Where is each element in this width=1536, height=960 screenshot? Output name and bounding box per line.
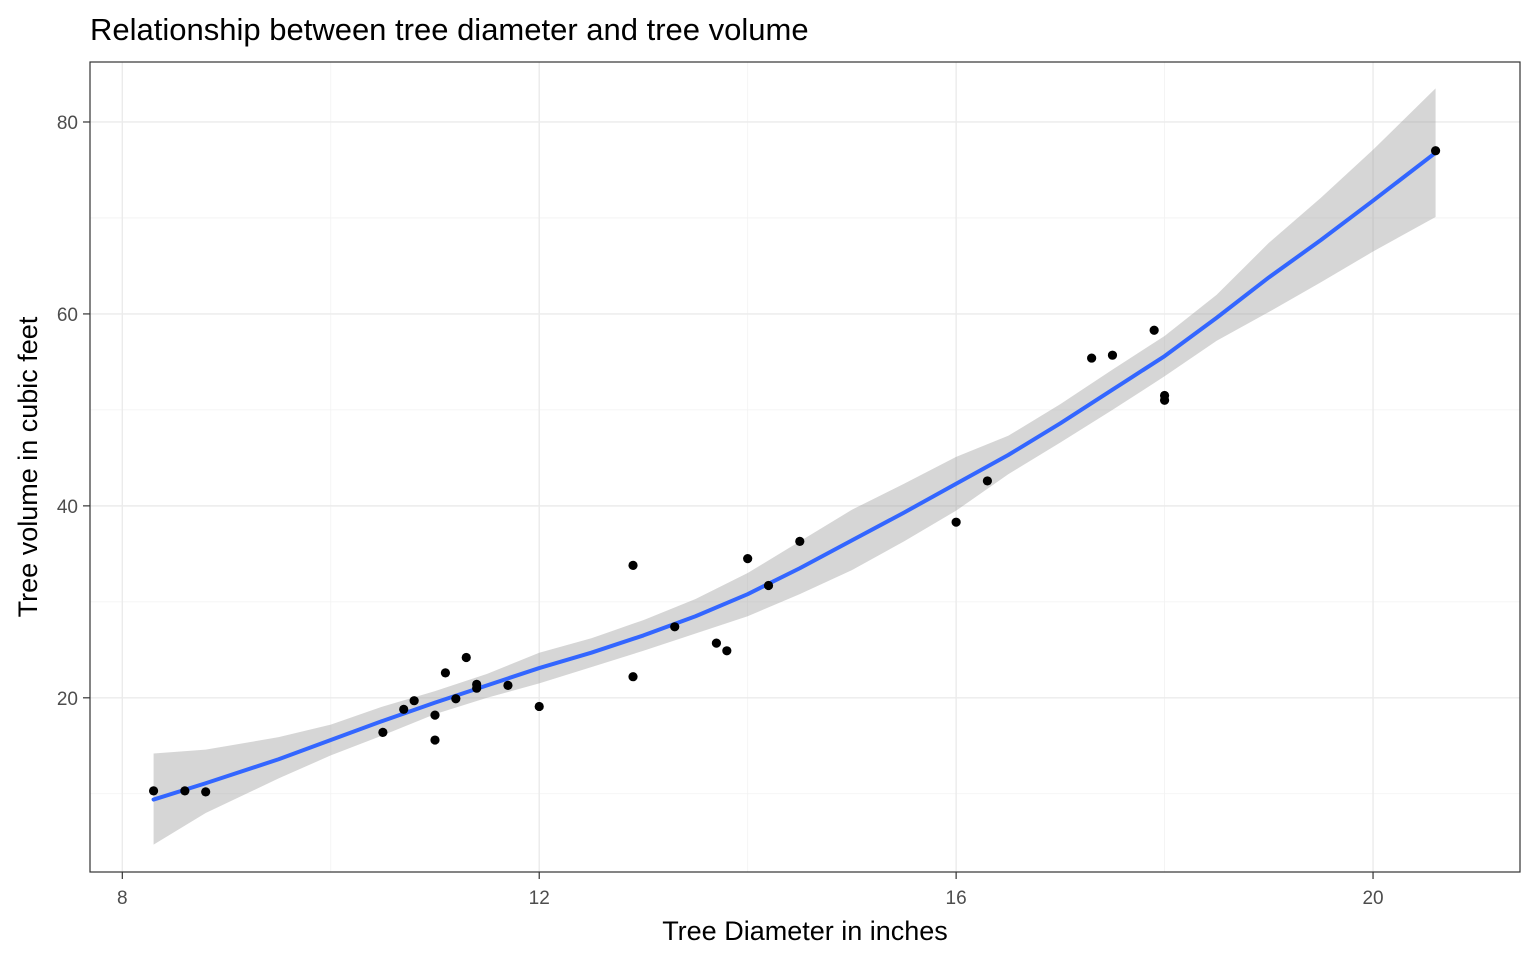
confidence-band-layer (153, 88, 1436, 845)
data-points (148, 146, 1441, 797)
data-point (711, 638, 722, 648)
y-axis-title: Tree volume in cubic feet (13, 316, 43, 617)
data-point (1149, 325, 1159, 335)
data-point (743, 554, 753, 564)
data-point (451, 694, 461, 704)
data-point (378, 727, 388, 737)
data-point (409, 696, 419, 706)
data-point (440, 668, 451, 678)
x-tick-label: 20 (1362, 888, 1383, 909)
x-axis: 8 12 16 20 (117, 872, 1384, 909)
y-axis: 20 40 60 80 (57, 113, 90, 710)
data-point (670, 622, 680, 632)
data-point (534, 701, 544, 712)
data-point (628, 560, 638, 570)
x-tick-label: 8 (117, 888, 128, 909)
y-tick-label: 80 (57, 113, 78, 134)
x-tick-label: 12 (529, 888, 550, 909)
data-point (430, 710, 440, 720)
data-point (399, 704, 409, 714)
data-point (180, 786, 190, 796)
smooth-line-layer (151, 150, 1438, 802)
data-point (148, 786, 159, 796)
data-point (1430, 146, 1441, 156)
grid-lines (90, 62, 1520, 872)
data-point (1087, 353, 1097, 363)
data-point (430, 735, 440, 745)
data-point (1107, 350, 1118, 360)
y-tick-label: 40 (57, 497, 78, 518)
y-tick-label: 60 (57, 305, 78, 326)
data-point (628, 672, 638, 682)
data-point (951, 517, 961, 527)
data-point (201, 787, 211, 797)
x-tick-label: 16 (946, 888, 967, 909)
panel-border (89, 61, 1521, 873)
x-axis-title: Tree Diameter in inches (662, 916, 948, 946)
data-point (1159, 395, 1170, 405)
data-point (722, 646, 732, 656)
data-point (795, 536, 805, 546)
smooth-line (151, 150, 1438, 802)
chart-title: Relationship between tree diameter and t… (90, 12, 809, 47)
data-point (461, 652, 471, 663)
data-point (503, 680, 513, 690)
confidence-ribbon (153, 88, 1436, 845)
data-point (763, 580, 774, 591)
data-point (472, 679, 482, 689)
data-point (982, 476, 993, 486)
y-tick-label: 20 (57, 689, 78, 710)
